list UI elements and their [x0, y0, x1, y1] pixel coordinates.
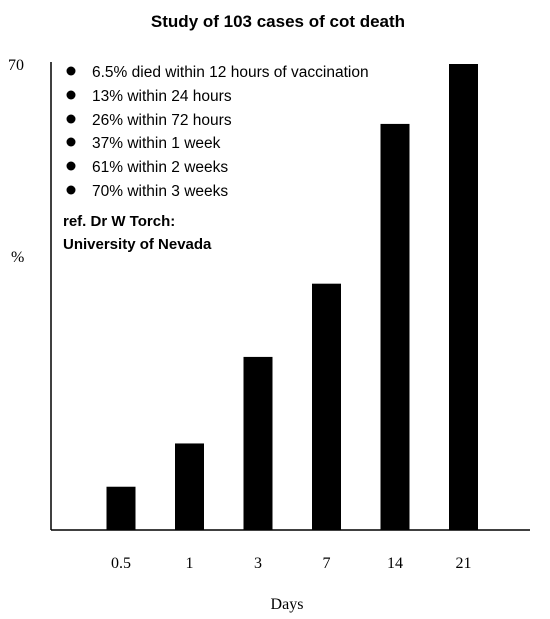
note-item: 13% within 24 hours: [66, 88, 232, 105]
note-text: 26% within 72 hours: [92, 112, 232, 129]
x-tick-label: 21: [456, 555, 472, 572]
note-item: 26% within 72 hours: [66, 112, 232, 129]
chart-title: Study of 103 cases of cot death: [151, 12, 405, 31]
x-tick-label: 3: [254, 555, 262, 572]
bullet-icon: [66, 90, 76, 100]
x-tick-labels: 0.5 1 3 7 14 21: [111, 555, 472, 572]
bullet-icon: [66, 114, 76, 124]
note-item: 37% within 1 week: [66, 135, 221, 152]
bullet-icon: [66, 161, 76, 171]
note-text: 70% within 3 weeks: [92, 183, 228, 200]
bullet-icon: [66, 66, 76, 76]
bar-21: [449, 64, 478, 530]
bullet-icon: [66, 185, 76, 195]
bar-7: [312, 283, 341, 530]
note-item: 61% within 2 weeks: [66, 159, 228, 176]
bar-14: [380, 123, 410, 531]
y-axis-label: %: [11, 249, 24, 266]
bar-3: [243, 356, 273, 530]
x-tick-label: 1: [186, 555, 194, 572]
note-text: 37% within 1 week: [92, 135, 221, 152]
bar-0.5: [106, 486, 136, 530]
x-axis-label: Days: [271, 596, 304, 613]
note-text: 13% within 24 hours: [92, 88, 232, 105]
bars: [106, 64, 478, 531]
x-tick-label: 14: [387, 555, 403, 572]
bar-1: [175, 443, 204, 530]
x-tick-label: 0.5: [111, 555, 131, 572]
note-text: 61% within 2 weeks: [92, 159, 228, 176]
notes-list: 6.5% died within 12 hours of vaccination…: [66, 64, 369, 200]
note-item: 70% within 3 weeks: [66, 183, 228, 200]
note-item: 6.5% died within 12 hours of vaccination: [66, 64, 369, 81]
reference-line-2: University of Nevada: [63, 236, 212, 253]
note-text: 6.5% died within 12 hours of vaccination: [92, 64, 369, 81]
bullet-icon: [66, 137, 76, 147]
y-tick-label-max: 70: [8, 57, 24, 74]
x-tick-label: 7: [323, 555, 331, 572]
reference-line-1: ref. Dr W Torch:: [63, 213, 175, 230]
